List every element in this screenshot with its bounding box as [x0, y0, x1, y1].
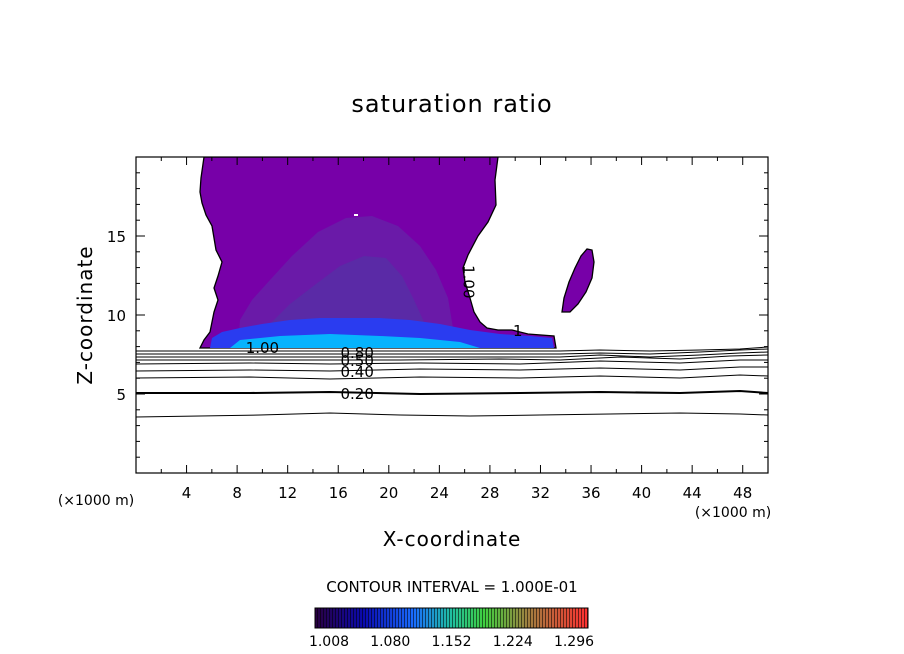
contour-label: 0.80 [340, 344, 373, 362]
y-tick-label: 10 [107, 307, 126, 325]
y-ticks: 5 10 15 [107, 172, 768, 458]
x-tick-label: 48 [733, 484, 752, 502]
contour-label: 0.50 [340, 352, 373, 370]
y-axis-label: Z-coordinate [73, 245, 97, 384]
x-tick-label: 40 [632, 484, 651, 502]
x-tick-label: 32 [531, 484, 550, 502]
contour-labels: 0.20 0.400.500.80 1.00 1.00 1 [246, 265, 523, 403]
x-unit-left: (×1000 m) [58, 493, 134, 509]
chart-title: saturation ratio [351, 90, 552, 118]
x-tick-label: 24 [430, 484, 449, 502]
contour-interval-label: CONTOUR INTERVAL = 1.000E-01 [326, 578, 577, 596]
x-tick-label: 36 [581, 484, 600, 502]
contour-label: 1 [513, 322, 523, 340]
x-tick-label: 12 [278, 484, 297, 502]
colorbar-frame [314, 607, 589, 629]
contour-label: 0.40 [340, 363, 373, 381]
x-tick-label: 16 [329, 484, 348, 502]
colorbar-tick-label: 1.080 [370, 634, 410, 650]
colorbar-tick-label: 1.152 [431, 634, 471, 650]
x-ticks: 4 8 12 16 20 24 28 32 36 40 44 48 [160, 157, 752, 502]
x-unit-right: (×1000 m) [695, 505, 771, 521]
x-tick-label: 4 [182, 484, 192, 502]
contour-label: 1.00 [246, 339, 279, 357]
contour-label: 1.00 [459, 265, 477, 298]
white-speck [354, 214, 358, 216]
colorbar-stripes [315, 608, 588, 628]
anvil-blob [561, 248, 595, 313]
cyan-streak [230, 334, 480, 348]
y-tick-label: 15 [107, 228, 126, 246]
x-tick-label: 44 [683, 484, 702, 502]
colorbar-tick-label: 1.296 [554, 634, 594, 650]
x-tick-label: 8 [232, 484, 242, 502]
filled-contours [198, 157, 595, 349]
x-axis-label: X-coordinate [383, 527, 522, 551]
contour-label: 0.20 [340, 385, 373, 403]
colorbar-tick-label: 1.224 [493, 634, 533, 650]
contour-lines [136, 346, 768, 418]
y-tick-label: 5 [116, 386, 126, 404]
x-tick-label: 20 [379, 484, 398, 502]
x-tick-label: 28 [480, 484, 499, 502]
colorbar-tick-label: 1.008 [309, 634, 349, 650]
colorbar-ticks: 1.008 1.080 1.152 1.224 1.296 [309, 634, 594, 650]
colorbar: 1.008 1.080 1.152 1.224 1.296 [309, 607, 594, 650]
